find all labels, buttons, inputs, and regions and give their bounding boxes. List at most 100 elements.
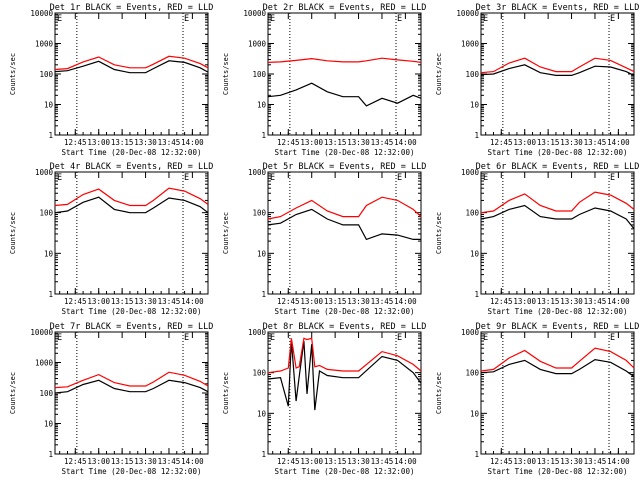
y-tick-label: 10000 xyxy=(456,9,479,18)
plot-frame xyxy=(54,331,209,455)
y-tick-label: 100 xyxy=(39,389,53,398)
y-tick-label: 1 xyxy=(474,131,479,140)
x-tick-label: 13:00 xyxy=(513,297,536,306)
x-tick-label: 13:30 xyxy=(560,297,583,306)
detector-plot-6: Det 6r BLACK = Events, RED = LLD 1 10 100 10… xyxy=(435,162,639,316)
y-axis-title: Counts/sec xyxy=(222,53,230,95)
x-tick-label: 13:45 xyxy=(158,138,181,147)
x-tick-label: 14:00 xyxy=(394,297,417,306)
y-tick-label: 100 xyxy=(252,369,266,378)
x-tick-label: 13:00 xyxy=(513,138,536,147)
x-tick-label: 13:15 xyxy=(111,297,134,306)
e-marker-left: E xyxy=(270,173,275,183)
x-tick-label: 13:15 xyxy=(324,457,347,466)
x-tick-label: 13:30 xyxy=(134,138,157,147)
x-tick-label: 13:00 xyxy=(513,457,536,466)
x-tick-label: 13:30 xyxy=(560,138,583,147)
x-axis-title: Start Time (20-Dec-08 12:32:00) xyxy=(62,148,202,157)
x-tick-label: 13:45 xyxy=(158,297,181,306)
plot-frame xyxy=(267,12,422,136)
x-tick-label: 13:30 xyxy=(347,457,370,466)
e-marker-right: E xyxy=(610,333,615,343)
e-marker-right: E xyxy=(184,333,189,343)
series-line-events xyxy=(480,64,635,77)
x-axis-title: Start Time (20-Dec-08 12:32:00) xyxy=(62,467,202,476)
detector-plot-9: Det 9r BLACK = Events, RED = LLD 1 10 100 10… xyxy=(435,322,639,476)
y-tick-label: 100 xyxy=(39,209,53,218)
y-tick-label: 1000 xyxy=(35,40,54,49)
x-tick-label: 14:00 xyxy=(607,138,630,147)
series-line-lld xyxy=(480,191,635,214)
plot-frame xyxy=(480,12,635,136)
x-tick-label: 12:45 xyxy=(64,138,87,147)
x-tick-label: 13:45 xyxy=(584,457,607,466)
plot-title: Det 5r BLACK = Events, RED = LLD xyxy=(263,162,427,172)
x-tick-label: 14:00 xyxy=(394,457,417,466)
y-tick-label: 10 xyxy=(257,101,267,110)
y-tick-label: 10 xyxy=(470,249,480,258)
plot-frame xyxy=(480,331,635,455)
series-line-lld xyxy=(267,337,422,374)
y-tick-label: 1000 xyxy=(35,359,54,368)
x-tick-label: 13:00 xyxy=(300,138,323,147)
y-tick-label: 10 xyxy=(257,409,267,418)
y-tick-label: 10000 xyxy=(30,328,53,337)
y-axis-title: Counts/sec xyxy=(222,372,230,414)
y-axis-title: Counts/sec xyxy=(9,212,17,254)
x-tick-label: 13:30 xyxy=(134,297,157,306)
x-tick-label: 13:15 xyxy=(111,457,134,466)
y-tick-label: 10 xyxy=(44,420,54,429)
x-tick-label: 13:30 xyxy=(134,457,157,466)
y-tick-label: 10 xyxy=(257,249,267,258)
x-tick-label: 13:00 xyxy=(87,138,110,147)
x-tick-label: 13:45 xyxy=(584,138,607,147)
plot-title: Det 3r BLACK = Events, RED = LLD xyxy=(476,3,640,13)
detector-plot-5: Det 5r BLACK = Events, RED = LLD 1 10 100 10… xyxy=(222,162,426,316)
x-tick-label: 13:15 xyxy=(537,457,560,466)
e-marker-left: E xyxy=(270,333,275,343)
y-tick-label: 1 xyxy=(261,290,266,299)
y-tick-label: 1000 xyxy=(461,168,480,177)
y-axis-title: Counts/sec xyxy=(435,212,443,254)
x-tick-label: 13:30 xyxy=(560,457,583,466)
x-tick-label: 12:45 xyxy=(490,138,513,147)
x-tick-label: 12:45 xyxy=(64,457,87,466)
y-tick-label: 1 xyxy=(474,290,479,299)
e-marker-right: E xyxy=(184,173,189,183)
y-tick-label: 1000 xyxy=(461,328,480,337)
x-axis-title: Start Time (20-Dec-08 12:32:00) xyxy=(275,307,415,316)
e-marker-right: E xyxy=(610,14,615,24)
detector-plot-2: Det 2r BLACK = Events, RED = LLD 1 10 100 10… xyxy=(222,3,426,157)
y-tick-label: 100 xyxy=(465,209,479,218)
e-marker-right: E xyxy=(397,333,402,343)
series-line-events xyxy=(54,60,209,74)
y-tick-label: 10 xyxy=(44,101,54,110)
x-tick-label: 13:15 xyxy=(324,297,347,306)
x-tick-label: 13:00 xyxy=(300,297,323,306)
series-line-events xyxy=(480,358,635,378)
x-tick-label: 13:15 xyxy=(111,138,134,147)
y-axis-title: Counts/sec xyxy=(9,53,17,95)
detector-plot-8: Det 8r BLACK = Events, RED = LLD 1 10 100 10… xyxy=(222,322,426,476)
y-tick-label: 1 xyxy=(48,131,53,140)
y-tick-label: 10000 xyxy=(30,9,53,18)
series-line-events xyxy=(480,204,635,230)
y-tick-label: 1000 xyxy=(35,168,54,177)
series-line-lld xyxy=(267,196,422,220)
e-marker-right: E xyxy=(184,14,189,24)
plot-title: Det 7r BLACK = Events, RED = LLD xyxy=(50,322,214,332)
y-tick-label: 1 xyxy=(261,450,266,459)
x-axis-title: Start Time (20-Dec-08 12:32:00) xyxy=(488,467,628,476)
y-tick-label: 1000 xyxy=(248,328,267,337)
y-axis-title: Counts/sec xyxy=(435,372,443,414)
x-tick-label: 13:30 xyxy=(347,138,370,147)
y-tick-label: 1 xyxy=(474,450,479,459)
plot-title: Det 2r BLACK = Events, RED = LLD xyxy=(263,3,427,13)
x-tick-label: 13:15 xyxy=(537,138,560,147)
e-marker-left: E xyxy=(270,14,275,24)
plot-title: Det 9r BLACK = Events, RED = LLD xyxy=(476,322,640,332)
y-tick-label: 1 xyxy=(48,290,53,299)
x-tick-label: 13:45 xyxy=(371,297,394,306)
series-line-lld xyxy=(54,371,209,389)
